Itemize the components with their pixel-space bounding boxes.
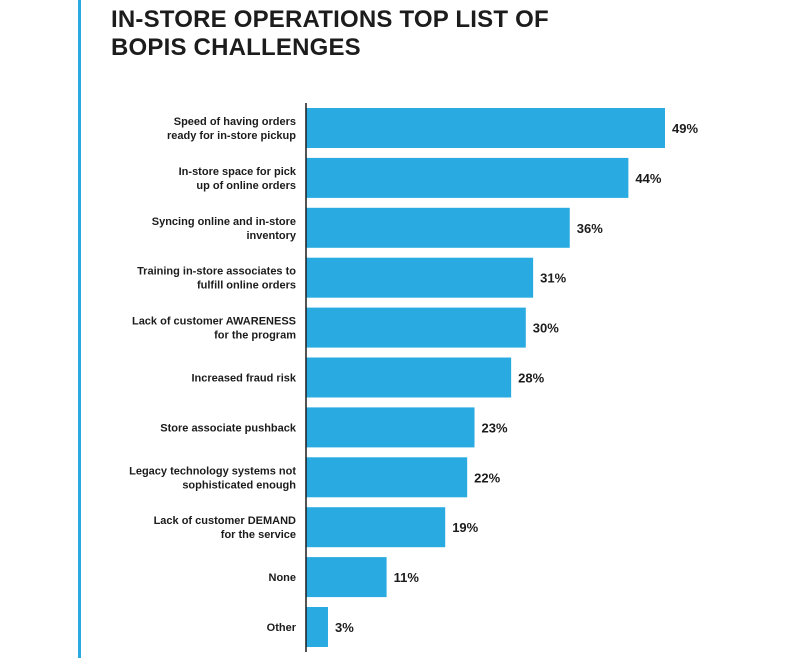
category-label: None: [269, 572, 297, 584]
category-label: Store associate pushback: [160, 422, 297, 434]
bar: [306, 157, 629, 198]
accent-bar: [78, 0, 81, 658]
value-label: 22%: [474, 470, 500, 485]
value-label: 49%: [672, 121, 698, 136]
category-label: In-store space for pick up of online orde…: [179, 166, 297, 192]
bar: [306, 257, 534, 298]
value-label: 36%: [577, 221, 603, 236]
bar: [306, 507, 446, 548]
chart-title-line-2: BOPIS CHALLENGES: [111, 34, 361, 61]
value-label: 30%: [533, 321, 559, 336]
category-label: Lack of customer DEMAND for the service: [154, 515, 296, 541]
bar: [306, 607, 328, 647]
chart-title-line-1: IN-STORE OPERATIONS TOP LIST OF: [111, 6, 549, 33]
value-label: 31%: [540, 271, 566, 286]
value-label: 44%: [635, 171, 661, 186]
category-label: Training in-store associates to fulfill o…: [137, 266, 296, 292]
bar: [306, 407, 475, 448]
chart-title: IN-STORE OPERATIONS TOP LIST OF BOPIS CH…: [111, 6, 731, 62]
bar: [306, 557, 387, 598]
value-label: 11%: [394, 570, 420, 585]
category-label: Increased fraud risk: [191, 373, 296, 385]
bar: [306, 207, 570, 248]
value-label: 19%: [452, 520, 478, 535]
bar: [306, 457, 468, 498]
category-label: Syncing online and in-store inventory: [152, 216, 297, 242]
category-label: Speed of having orders ready for in-store…: [167, 116, 296, 142]
category-label: Legacy technology systems not sophisticat…: [129, 465, 296, 491]
value-label: 28%: [518, 371, 544, 386]
bar: [306, 357, 512, 398]
value-label: 3%: [335, 620, 354, 635]
category-label: Other: [267, 622, 297, 634]
category-label: Lack of customer AWARENESS for the progra…: [132, 316, 296, 342]
bar: [306, 307, 526, 348]
value-label: 23%: [482, 420, 508, 435]
bar: [306, 108, 665, 148]
